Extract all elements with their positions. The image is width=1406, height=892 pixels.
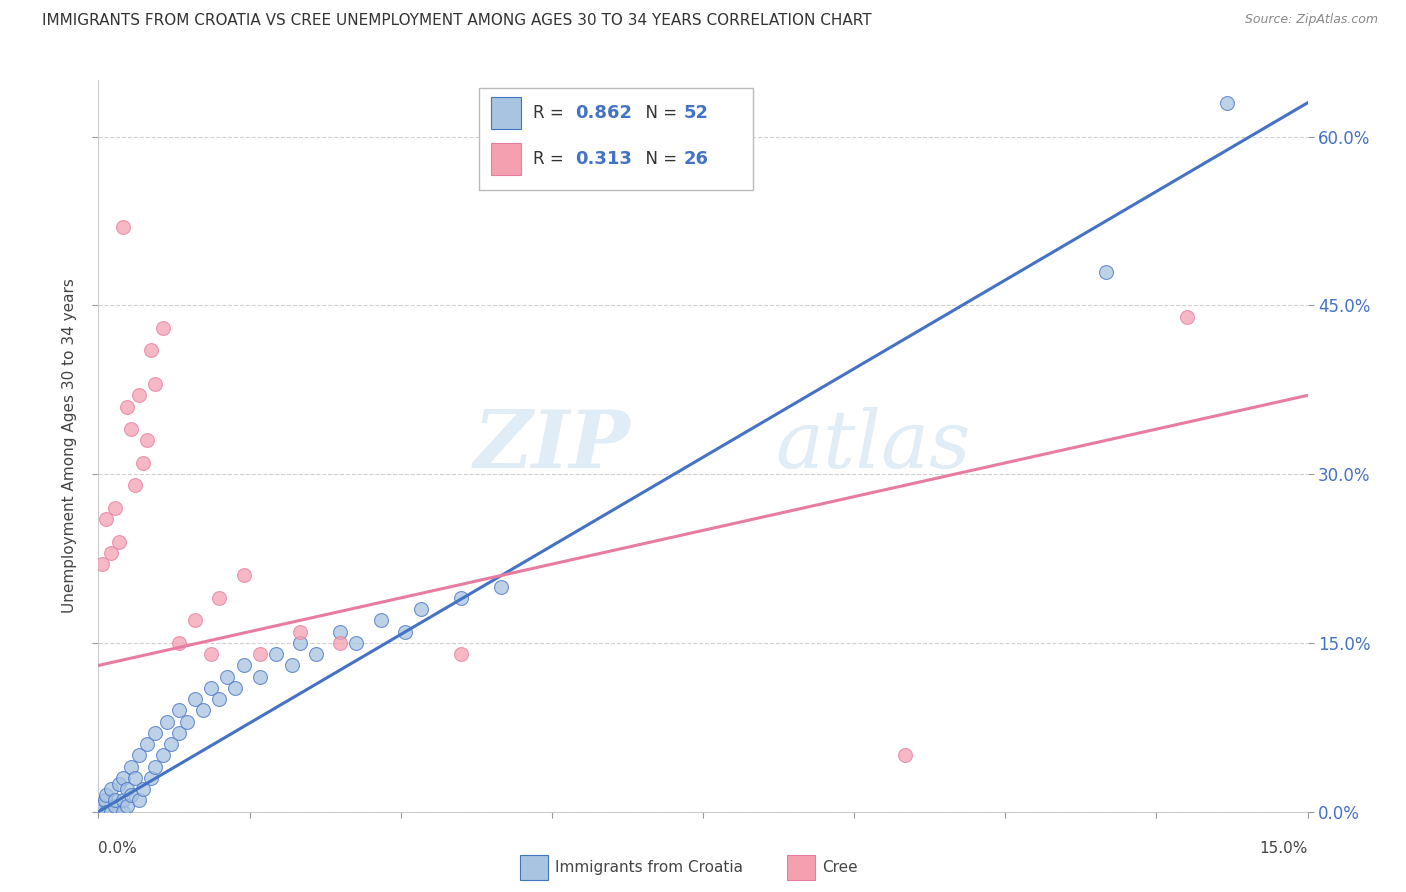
Point: [152, 748, 174, 763]
Point: [107, 776, 129, 790]
Point: [288, 624, 311, 639]
Point: [264, 647, 287, 661]
Text: Source: ZipAtlas.com: Source: ZipAtlas.com: [1244, 13, 1378, 27]
Point: [100, 782, 122, 797]
Point: [281, 658, 304, 673]
Point: [1216, 95, 1239, 110]
Point: [111, 793, 134, 807]
Point: [132, 782, 155, 797]
Point: [135, 737, 157, 751]
Point: [128, 748, 150, 763]
Point: [128, 388, 150, 402]
Point: [96, 788, 118, 802]
Point: [184, 692, 207, 706]
Point: [143, 377, 166, 392]
Text: 15.0%: 15.0%: [1260, 841, 1308, 856]
Point: [100, 546, 122, 560]
Point: [124, 771, 146, 785]
Point: [208, 591, 231, 605]
Text: R =: R =: [533, 150, 569, 168]
Point: [409, 602, 432, 616]
Point: [128, 793, 150, 807]
Point: [193, 703, 215, 717]
Point: [288, 636, 311, 650]
Text: Cree: Cree: [823, 860, 858, 874]
Point: [893, 748, 915, 763]
Point: [111, 219, 134, 234]
Point: [344, 636, 367, 650]
Point: [450, 647, 472, 661]
Text: N =: N =: [636, 103, 683, 121]
Point: [103, 793, 125, 807]
Point: [143, 726, 166, 740]
Point: [111, 805, 134, 819]
Point: [132, 456, 155, 470]
Point: [450, 591, 472, 605]
Text: 26: 26: [683, 150, 709, 168]
Point: [103, 500, 125, 515]
Text: 0.862: 0.862: [575, 103, 631, 121]
Point: [305, 647, 328, 661]
Text: Immigrants from Croatia: Immigrants from Croatia: [555, 860, 744, 874]
Point: [167, 726, 190, 740]
Text: ZIP: ZIP: [474, 408, 630, 484]
Point: [120, 760, 142, 774]
Point: [152, 321, 174, 335]
Point: [232, 568, 254, 582]
Point: [115, 782, 138, 797]
Point: [329, 624, 352, 639]
Point: [87, 805, 110, 819]
Text: N =: N =: [636, 150, 683, 168]
Point: [115, 799, 138, 814]
Point: [208, 692, 231, 706]
Point: [115, 400, 138, 414]
Point: [120, 788, 142, 802]
Point: [491, 580, 513, 594]
Text: 52: 52: [683, 103, 709, 121]
Point: [103, 799, 125, 814]
Point: [394, 624, 416, 639]
Point: [139, 771, 162, 785]
Point: [91, 557, 114, 571]
Point: [96, 805, 118, 819]
Point: [167, 703, 190, 717]
Point: [329, 636, 352, 650]
Text: 0.313: 0.313: [575, 150, 631, 168]
Point: [156, 714, 179, 729]
Point: [224, 681, 246, 695]
Point: [200, 681, 222, 695]
Point: [167, 636, 190, 650]
Point: [100, 805, 122, 819]
Point: [96, 512, 118, 526]
Y-axis label: Unemployment Among Ages 30 to 34 years: Unemployment Among Ages 30 to 34 years: [62, 278, 77, 614]
Point: [120, 422, 142, 436]
Point: [135, 434, 157, 448]
Point: [94, 793, 117, 807]
Text: 0.0%: 0.0%: [98, 841, 138, 856]
Point: [1175, 310, 1198, 324]
Point: [91, 799, 114, 814]
Point: [370, 614, 392, 628]
Point: [107, 534, 129, 549]
Text: R =: R =: [533, 103, 569, 121]
Point: [139, 343, 162, 358]
Point: [249, 647, 271, 661]
Point: [160, 737, 183, 751]
Point: [232, 658, 254, 673]
Point: [249, 670, 271, 684]
Text: atlas: atlas: [776, 408, 972, 484]
Point: [200, 647, 222, 661]
Point: [217, 670, 239, 684]
Point: [111, 771, 134, 785]
Point: [143, 760, 166, 774]
Text: IMMIGRANTS FROM CROATIA VS CREE UNEMPLOYMENT AMONG AGES 30 TO 34 YEARS CORRELATI: IMMIGRANTS FROM CROATIA VS CREE UNEMPLOY…: [42, 13, 872, 29]
Point: [176, 714, 198, 729]
Point: [124, 478, 146, 492]
Point: [184, 614, 207, 628]
Point: [1095, 264, 1118, 278]
